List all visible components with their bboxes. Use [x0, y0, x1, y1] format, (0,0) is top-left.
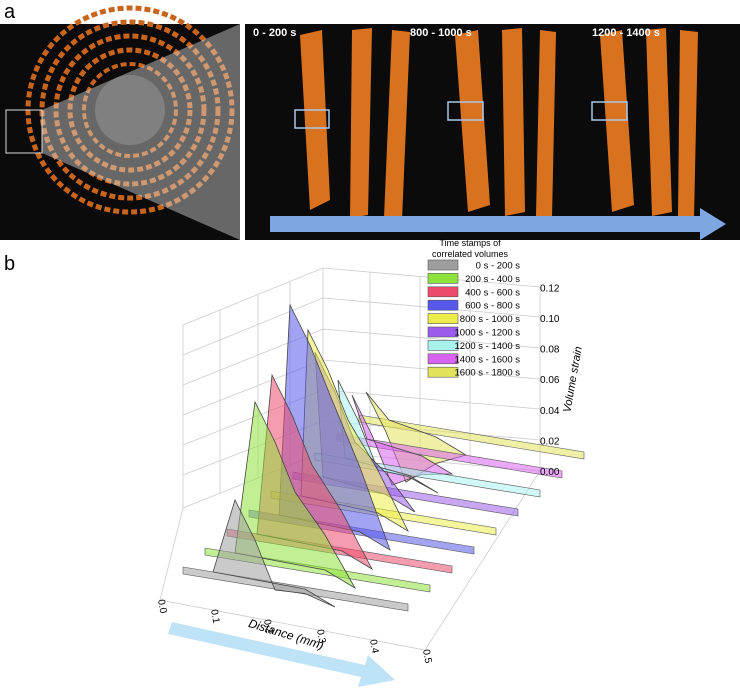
stripes — [300, 28, 698, 220]
legend-label: 200 s - 400 s — [465, 274, 520, 285]
legend-title: correlated volumes — [432, 249, 509, 259]
time-label: 0 - 200 s — [253, 27, 296, 39]
x-tick-label: 0.0 — [155, 599, 168, 615]
legend-swatch — [427, 366, 459, 378]
peak — [212, 498, 336, 608]
x-axis: 0.0 0.1 0.2 0.3 0.4 0.5 — [155, 599, 433, 665]
time-label: 800 - 1000 s — [410, 27, 472, 39]
zoom-box — [5, 109, 43, 154]
legend-label: 0 s - 200 s — [476, 261, 521, 272]
legend-swatch — [427, 299, 459, 311]
distance-arrow — [168, 622, 395, 687]
z-tick-label: 0.04 — [540, 406, 560, 417]
legend-swatch — [427, 326, 459, 338]
zoom-cone — [42, 24, 240, 240]
peak — [234, 400, 357, 590]
legend-swatch — [427, 340, 459, 351]
legend-swatch — [427, 273, 459, 284]
legend-label: 800 s - 1000 s — [460, 314, 520, 325]
z-axis-label: Volume strain — [561, 346, 584, 414]
panel-label: b — [4, 253, 15, 275]
legend: 0 s - 200 s 200 s - 400 s 400 s - 600 s 600… — [427, 259, 521, 379]
legend-label: 400 s - 600 s — [465, 287, 520, 298]
legend-swatch — [427, 286, 459, 298]
time-arrow — [270, 208, 726, 240]
z-tick-label: 0.00 — [540, 467, 560, 478]
legend-label: 1400 s - 1600 s — [455, 354, 521, 365]
legend-title: Time stamps of — [439, 238, 501, 248]
waterfall — [182, 303, 585, 612]
x-tick-label: 0.2 — [261, 619, 274, 635]
core — [95, 75, 165, 145]
baseline — [358, 414, 585, 460]
z-tick-label: 0.06 — [540, 375, 560, 386]
legend-label: 600 s - 800 s — [465, 301, 520, 312]
roi-boxes — [294, 101, 628, 129]
legend-swatch — [427, 259, 459, 271]
legend-swatch — [427, 353, 459, 365]
z-tick-label: 0.12 — [540, 283, 560, 294]
legend-swatch — [427, 313, 459, 324]
legend-label: 1000 s - 1200 s — [455, 328, 521, 339]
panel-label: a — [4, 1, 16, 23]
x-tick-label: 0.1 — [208, 609, 221, 625]
time-label: 1200 - 1400 s — [592, 27, 660, 39]
x-tick-label: 0.5 — [420, 649, 433, 665]
time-labels: 0 - 200 s 800 - 1000 s 1200 - 1400 s — [253, 27, 660, 39]
legend-label: 1600 s - 1800 s — [455, 368, 521, 379]
peak — [351, 394, 454, 486]
legend-label: 1200 s - 1400 s — [455, 341, 521, 352]
x-tick-label: 0.4 — [367, 639, 380, 655]
z-tick-label: 0.02 — [540, 436, 560, 447]
z-axis: 0.00 0.02 0.04 0.06 0.08 0.10 0.12 — [540, 283, 560, 478]
x-tick-label: 0.3 — [314, 629, 327, 645]
z-tick-label: 0.10 — [540, 314, 560, 325]
z-tick-label: 0.08 — [540, 345, 560, 356]
